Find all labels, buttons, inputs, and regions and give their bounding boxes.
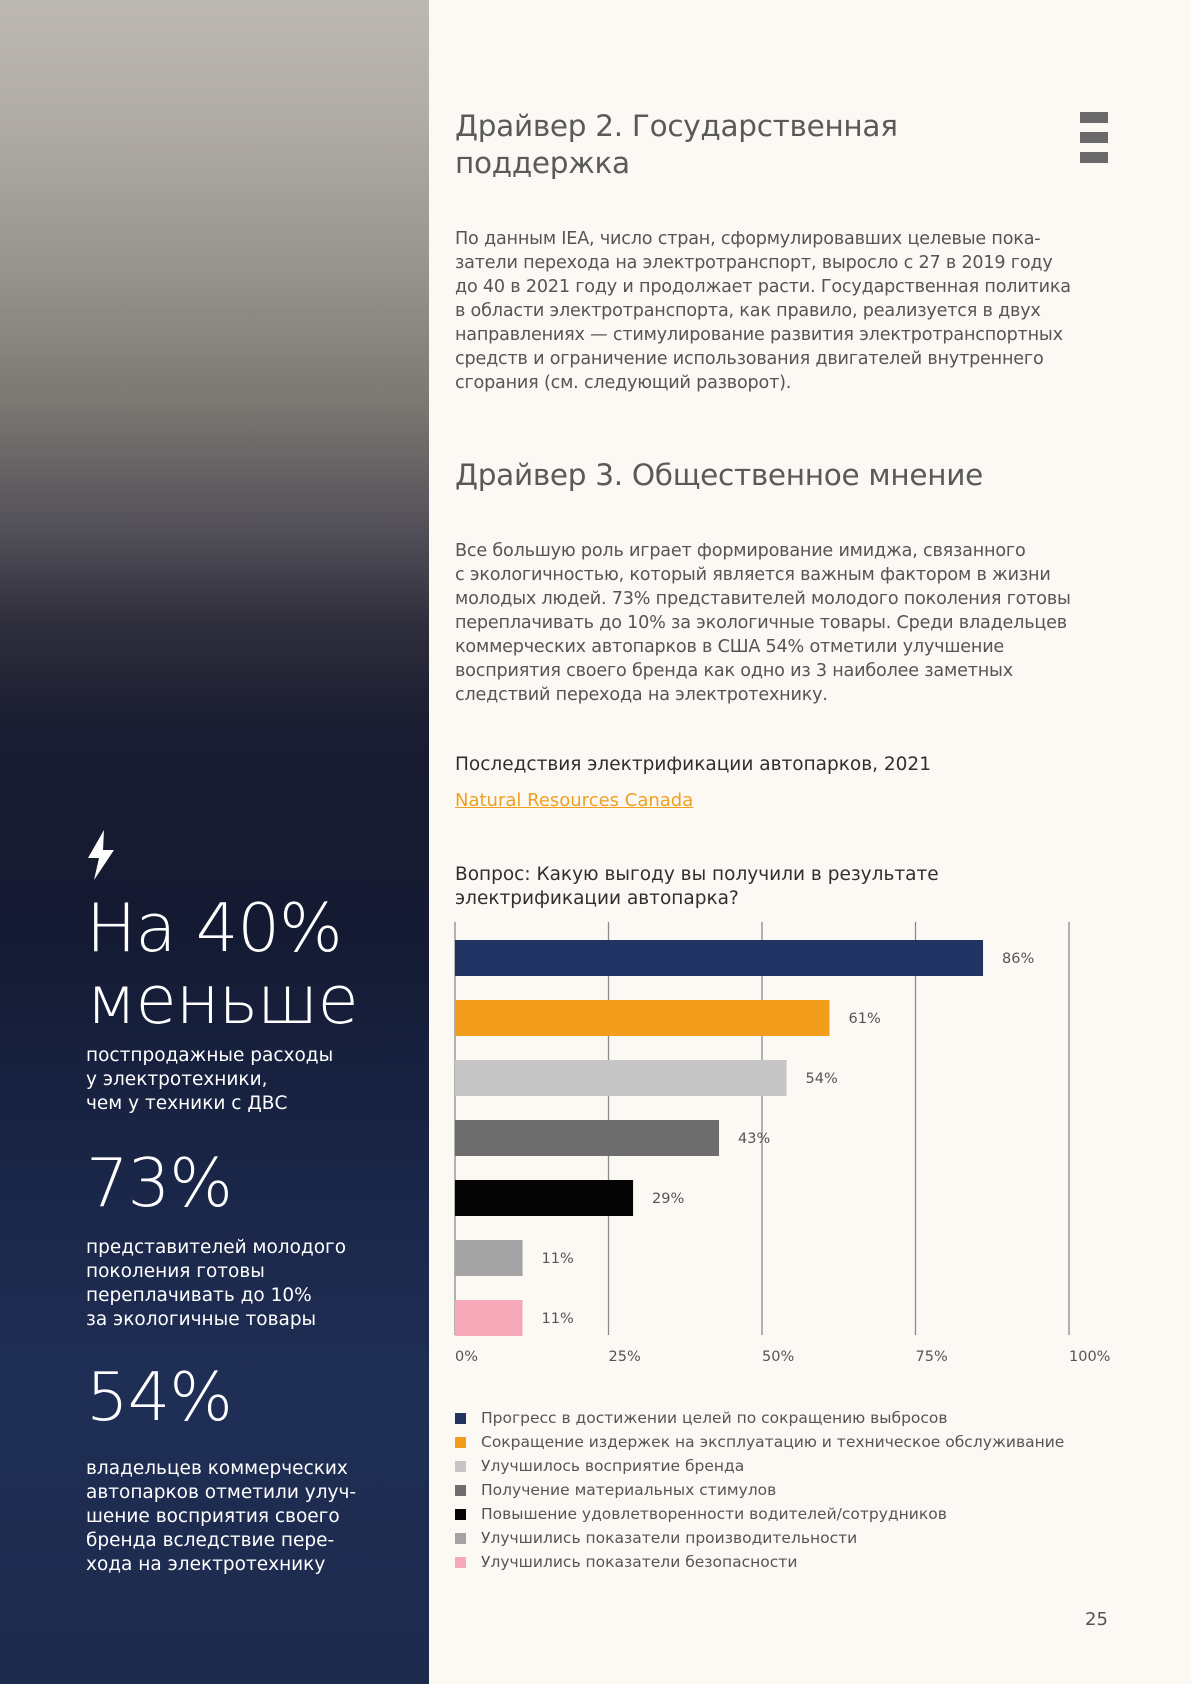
chart-legend: Прогресс в достижении целей по сокращени… <box>455 1406 1064 1574</box>
x-tick-label: 25% <box>609 1349 641 1365</box>
sidebar-panel <box>0 0 429 1684</box>
stat3-description: владельцев коммерческих автопарков отмет… <box>86 1458 357 1575</box>
bar <box>455 1240 523 1276</box>
bar-chart: 0% 25% 50% 75% 100% 86% 61% 54% 43% 29% 11% 11% <box>454 922 1110 1365</box>
legend-item: Сокращение издержек на эксплуатацию и те… <box>455 1430 1064 1454</box>
bar-value-label: 43% <box>738 1131 770 1147</box>
legend-item: Повышение удовлетворенности водителей/со… <box>455 1502 1064 1526</box>
chart-title: Последствия электрификации автопарков, 2… <box>455 754 931 775</box>
bar-value-label: 61% <box>849 1011 881 1027</box>
legend-swatch <box>455 1532 466 1544</box>
bar-value-label: 11% <box>542 1251 574 1267</box>
x-tick-label: 100% <box>1069 1349 1110 1365</box>
bar <box>455 1000 830 1036</box>
x-tick-label: 75% <box>916 1349 948 1365</box>
x-tick-label: 50% <box>762 1349 794 1365</box>
bar-value-label: 54% <box>806 1071 838 1087</box>
stat1-value: На 40% меньше <box>86 889 359 1039</box>
legend-swatch <box>455 1436 466 1448</box>
bar <box>455 1060 787 1096</box>
legend-label: Повышение удовлетворенности водителей/со… <box>481 1505 947 1523</box>
legend-item: Прогресс в достижении целей по сокращени… <box>455 1406 1064 1430</box>
legend-swatch <box>455 1460 466 1472</box>
legend-label: Получение материальных стимулов <box>481 1481 777 1499</box>
chart-question: Вопрос: Какую выгоду вы получили в резул… <box>455 864 939 909</box>
legend-label: Сокращение издержек на эксплуатацию и те… <box>481 1433 1065 1451</box>
bar <box>455 940 984 976</box>
legend-swatch <box>455 1484 466 1496</box>
menu-icon[interactable] <box>1080 112 1108 174</box>
bar <box>455 1120 720 1156</box>
section-title-driver-3: Драйвер 3. Общественное мнение <box>455 458 983 492</box>
section-paragraph-driver-3: Все большую роль играет формирование ими… <box>455 541 1071 705</box>
page-number: 25 <box>1085 1609 1108 1630</box>
stat1-description: постпродажные расходы у электротехники, … <box>86 1045 334 1114</box>
legend-label: Прогресс в достижении целей по сокращени… <box>481 1409 948 1427</box>
legend-label: Улучшилось восприятие бренда <box>481 1457 745 1475</box>
legend-item: Улучшилось восприятие бренда <box>455 1454 1064 1478</box>
legend-item: Получение материальных стимулов <box>455 1478 1064 1502</box>
legend-label: Улучшились показатели производительности <box>481 1529 858 1547</box>
chart-source-link[interactable]: Natural Resources Canada <box>455 790 694 811</box>
bar <box>455 1180 634 1216</box>
legend-item: Улучшились показатели безопасности <box>455 1550 1064 1574</box>
stat2-value: 73% <box>86 1144 233 1222</box>
stat2-description: представителей молодого поколения готовы… <box>86 1237 347 1330</box>
bar-value-label: 86% <box>1002 951 1034 967</box>
x-tick-label: 0% <box>455 1349 478 1365</box>
section-title-driver-2: Драйвер 2. Государственная поддержка <box>455 109 898 180</box>
bar-value-label: 29% <box>652 1191 684 1207</box>
lightning-icon <box>88 830 114 880</box>
legend-item: Улучшились показатели производительности <box>455 1526 1064 1550</box>
section-paragraph-driver-2: По данным IEA, число стран, сформулирова… <box>455 229 1071 393</box>
stat3-value: 54% <box>86 1358 233 1436</box>
legend-label: Улучшились показатели безопасности <box>481 1553 798 1571</box>
legend-swatch <box>455 1508 466 1520</box>
legend-swatch <box>455 1412 466 1424</box>
bar <box>455 1300 523 1336</box>
legend-swatch <box>455 1556 466 1568</box>
bar-value-label: 11% <box>542 1311 574 1327</box>
